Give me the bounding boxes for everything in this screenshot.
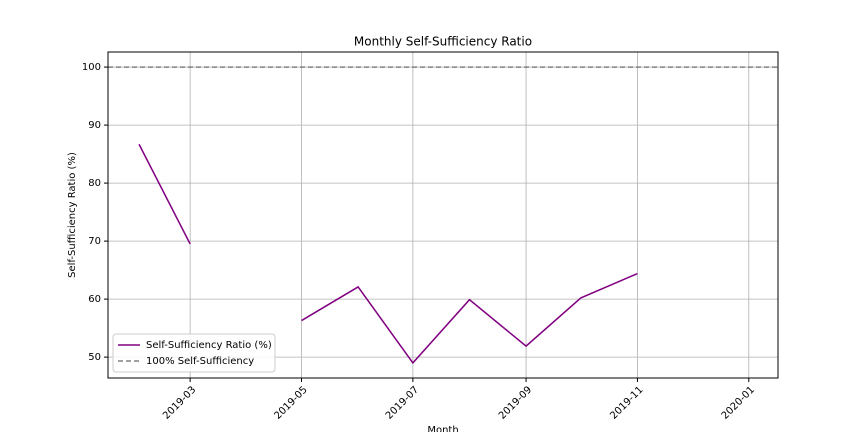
legend: Self-Sufficiency Ratio (%) 100% Self-Suff…: [112, 333, 276, 373]
y-tick-label: 50: [88, 352, 101, 363]
y-axis-label: Self-Sufficiency Ratio (%): [67, 152, 78, 278]
y-tick-label: 60: [88, 294, 101, 305]
x-tick-label: 2019-09: [497, 384, 534, 421]
y-tick-label: 70: [88, 236, 101, 247]
legend-label: 100% Self-Sufficiency: [146, 356, 254, 367]
legend-box: [112, 333, 276, 373]
legend-label: Self-Sufficiency Ratio (%): [146, 340, 272, 351]
y-tick-label: 100: [82, 62, 101, 73]
x-axis-label: Month: [427, 425, 458, 432]
data-line: [138, 143, 638, 365]
x-tick-label: 2019-03: [161, 384, 198, 421]
x-tick-label: 2019-11: [608, 384, 645, 421]
x-tick-label: 2019-05: [272, 384, 309, 421]
chart-title: Monthly Self-Sufficiency Ratio: [354, 35, 532, 49]
x-tick-label: 2019-07: [384, 384, 421, 421]
plot-frame: [107, 51, 779, 379]
y-tick-label: 90: [88, 120, 101, 131]
x-tick-label: 2020-01: [720, 384, 757, 421]
y-tick-label: 80: [88, 178, 101, 189]
